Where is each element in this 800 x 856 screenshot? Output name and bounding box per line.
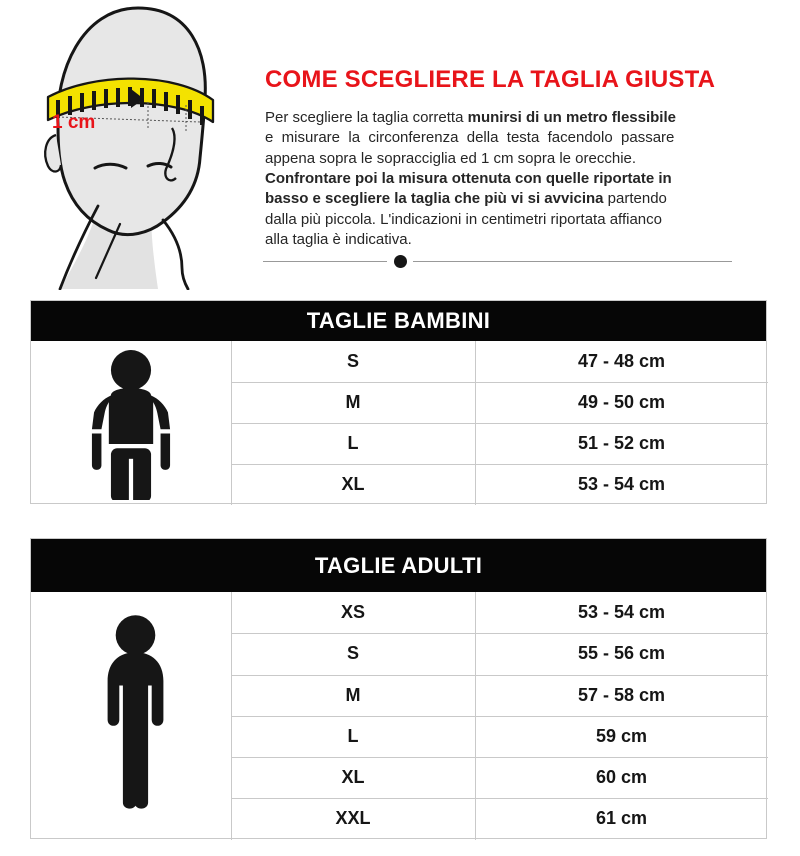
svg-text:1 cm: 1 cm [52,112,95,133]
